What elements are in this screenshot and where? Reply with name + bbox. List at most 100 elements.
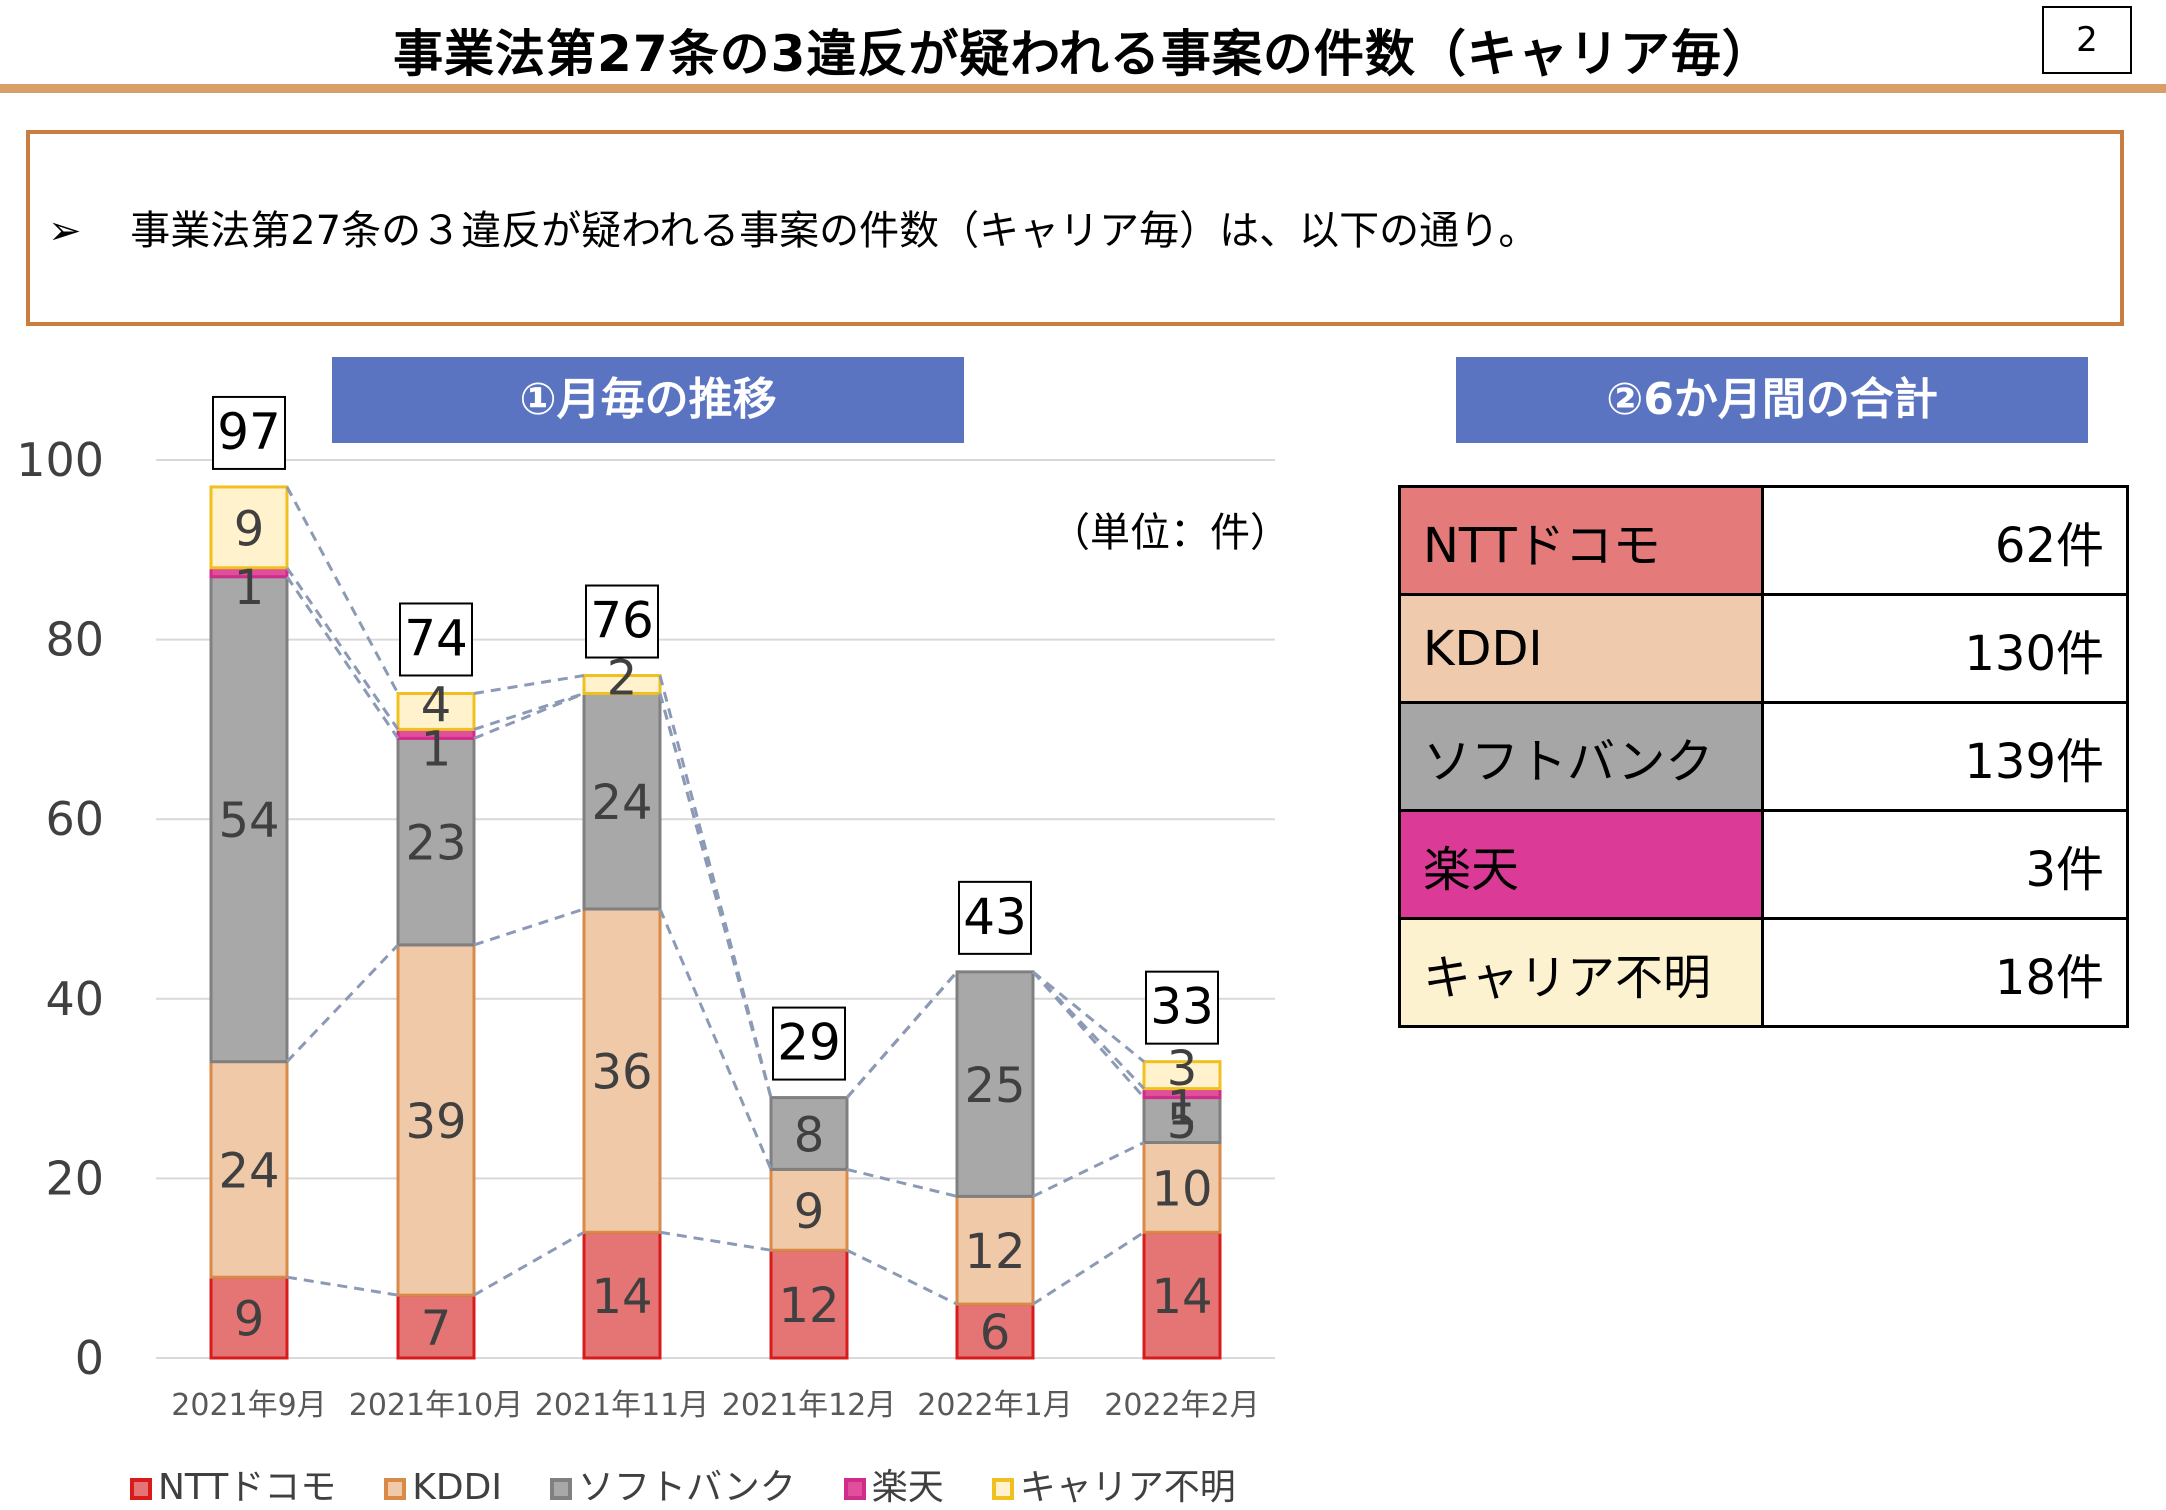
bar-segment — [209, 575, 289, 1064]
y-tick-label: 20 — [45, 1151, 104, 1205]
bar-segment — [582, 691, 662, 911]
totals-row: ソフトバンク 139件 — [1398, 701, 2129, 812]
bar-segment — [769, 1248, 849, 1360]
total-label: 76 — [590, 592, 654, 650]
data-label: 8 — [794, 1108, 825, 1164]
y-tick-label: 60 — [45, 792, 104, 846]
data-label: 9 — [234, 1292, 265, 1348]
carrier-name: キャリア不明 — [1398, 917, 1764, 1028]
data-label: 5 — [1167, 1094, 1198, 1150]
data-label: 9 — [234, 501, 265, 557]
total-label: 33 — [1150, 978, 1214, 1036]
data-label: 6 — [980, 1305, 1011, 1361]
data-label: 24 — [218, 1143, 279, 1199]
legend-label: ソフトバンク — [577, 1467, 796, 1508]
data-label: 1 — [1167, 1081, 1198, 1137]
bar-segment — [582, 674, 662, 695]
total-label-box — [1145, 970, 1219, 1045]
legend-item: NTTドコモ — [130, 1458, 336, 1510]
totals-row: NTTドコモ 62件 — [1398, 485, 2129, 596]
section-header-monthly: ①月毎の推移 — [332, 357, 964, 443]
data-label: 14 — [1151, 1269, 1212, 1325]
legend-item: ソフトバンク — [549, 1458, 796, 1510]
series-line — [473, 692, 585, 740]
bar-segment — [955, 970, 1035, 1198]
legend-swatch — [549, 1478, 572, 1500]
series-line — [473, 907, 585, 947]
series-line — [1032, 1141, 1145, 1198]
data-label: 24 — [591, 775, 652, 831]
bar-segment — [396, 1293, 476, 1360]
y-tick-label: 0 — [75, 1331, 104, 1385]
x-tick-label: 2022年1月 — [917, 1388, 1072, 1423]
total-label-box — [958, 880, 1032, 955]
bar-segment — [396, 736, 476, 947]
data-label: 25 — [964, 1058, 1025, 1114]
series-line — [846, 1248, 958, 1306]
legend-item: 楽天 — [843, 1458, 944, 1510]
carrier-name: 楽天 — [1398, 809, 1764, 920]
legend-swatch — [130, 1478, 152, 1500]
unit-label: （単位：件） — [1050, 510, 1290, 556]
series-line — [285, 486, 400, 695]
carrier-name: ソフトバンク — [1398, 701, 1764, 812]
total-label-box — [399, 602, 473, 677]
page-number: 2 — [2042, 6, 2132, 74]
totals-row: キャリア不明 18件 — [1398, 917, 2129, 1028]
section-header-total: ②6か月間の合計 — [1456, 357, 2088, 443]
y-tick-label: 100 — [16, 433, 104, 487]
series-line — [473, 692, 585, 731]
data-label: 7 — [421, 1301, 452, 1357]
bar-segment — [396, 943, 476, 1297]
carrier-name: KDDI — [1398, 593, 1764, 704]
stacked-bar-chart: 0204060801009245419972021年9月739231474202… — [16, 395, 1275, 1423]
series-line — [285, 566, 400, 731]
series-line — [1031, 970, 1146, 1099]
data-label: 23 — [405, 816, 466, 872]
series-line — [286, 1275, 399, 1297]
total-label-box — [772, 1006, 846, 1081]
series-line — [658, 675, 773, 1098]
page-title: 事業法第27条の3違反が疑われる事案の件数（キャリア毎） — [393, 25, 1773, 83]
data-label: 2 — [607, 651, 638, 707]
series-line — [659, 1230, 772, 1252]
legend-swatch — [384, 1478, 407, 1500]
series-line — [1032, 970, 1145, 1063]
series-line — [473, 1230, 585, 1297]
legend-item: キャリア不明 — [991, 1458, 1236, 1510]
x-tick-label: 2021年11月 — [535, 1388, 710, 1423]
legend-item: KDDI — [384, 1467, 502, 1508]
total-label: 97 — [217, 403, 281, 461]
bar-segment — [582, 1230, 662, 1360]
bar-segment — [209, 485, 289, 570]
y-tick-label: 40 — [45, 972, 104, 1026]
legend-label: 楽天 — [871, 1467, 944, 1508]
bar-segment — [1142, 1230, 1222, 1360]
series-line — [845, 970, 959, 1099]
chart-legend: NTTドコモ KDDI ソフトバンク 楽天 キャリア不明 — [130, 1458, 1284, 1510]
series-line — [285, 575, 400, 740]
bar-segment — [396, 691, 476, 731]
totals-table: NTTドコモ 62件 KDDI 130件 ソフトバンク 139件 楽天 3件 キャリア不明 18件 — [1398, 485, 2129, 1028]
data-label: 1 — [234, 560, 265, 616]
bar-segment — [582, 907, 662, 1234]
data-label: 9 — [794, 1184, 825, 1240]
legend-label: NTTドコモ — [158, 1467, 337, 1508]
totals-row: 楽天 3件 — [1398, 809, 2129, 920]
series-line — [1032, 1231, 1145, 1306]
summary-text: 事業法第27条の３違反が疑われる事案の件数（キャリア毎）は、以下の通り。 — [130, 208, 1539, 254]
carrier-count: 62件 — [1761, 485, 2129, 596]
data-label: 3 — [1167, 1041, 1198, 1097]
series-line — [1031, 970, 1146, 1090]
title-underline — [0, 84, 2166, 93]
data-label: 36 — [591, 1045, 652, 1101]
carrier-count: 3件 — [1761, 809, 2129, 920]
x-tick-label: 2021年10月 — [349, 1388, 524, 1423]
x-tick-label: 2021年9月 — [171, 1388, 326, 1423]
series-line — [285, 943, 400, 1063]
total-label: 29 — [777, 1014, 841, 1072]
series-line — [846, 1167, 958, 1198]
bar-segment — [209, 1275, 289, 1360]
carrier-count: 139件 — [1761, 701, 2129, 812]
carrier-count: 18件 — [1761, 917, 2129, 1028]
